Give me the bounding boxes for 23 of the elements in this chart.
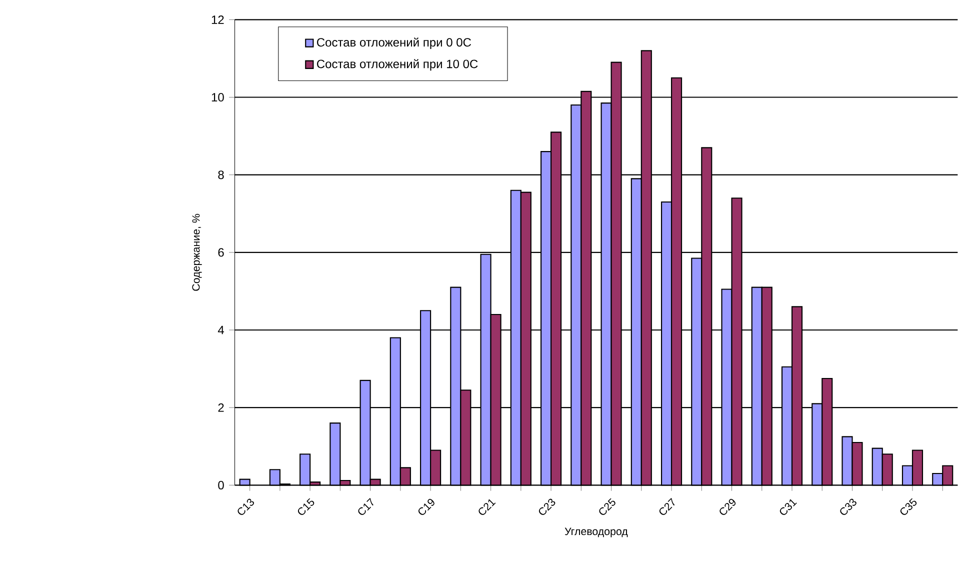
x-tick-label: C33 <box>840 498 856 515</box>
x-tick-label: C35 <box>900 498 917 515</box>
y-axis-title: Содержание, % <box>192 214 202 291</box>
legend-label: Состав отложений при 10 0С <box>317 59 478 70</box>
y-tick-label: 6 <box>218 248 224 257</box>
y-tick-label: 10 <box>212 92 224 102</box>
x-tick-label: C27 <box>659 498 675 515</box>
y-tick-label: 4 <box>218 326 224 334</box>
x-tick-label: C25 <box>599 498 616 515</box>
x-tick-label: C21 <box>478 499 496 515</box>
x-tick-label: C13 <box>238 498 254 515</box>
x-tick-label: C23 <box>538 498 556 515</box>
x-tick-label: C29 <box>720 498 736 515</box>
x-tick-label: C31 <box>780 499 797 515</box>
y-tick-label: 8 <box>218 170 224 179</box>
y-tick-label: 12 <box>212 15 224 24</box>
y-tick-label: 2 <box>218 403 224 412</box>
x-tick-label: C15 <box>298 498 314 515</box>
x-tick-label: C19 <box>418 498 434 515</box>
y-tick-label: 0 <box>218 480 224 490</box>
x-axis-title: Углеводород <box>564 528 628 538</box>
x-tick-label: C17 <box>358 498 374 515</box>
legend-label: Состав отложений при 0 0С <box>317 37 472 49</box>
